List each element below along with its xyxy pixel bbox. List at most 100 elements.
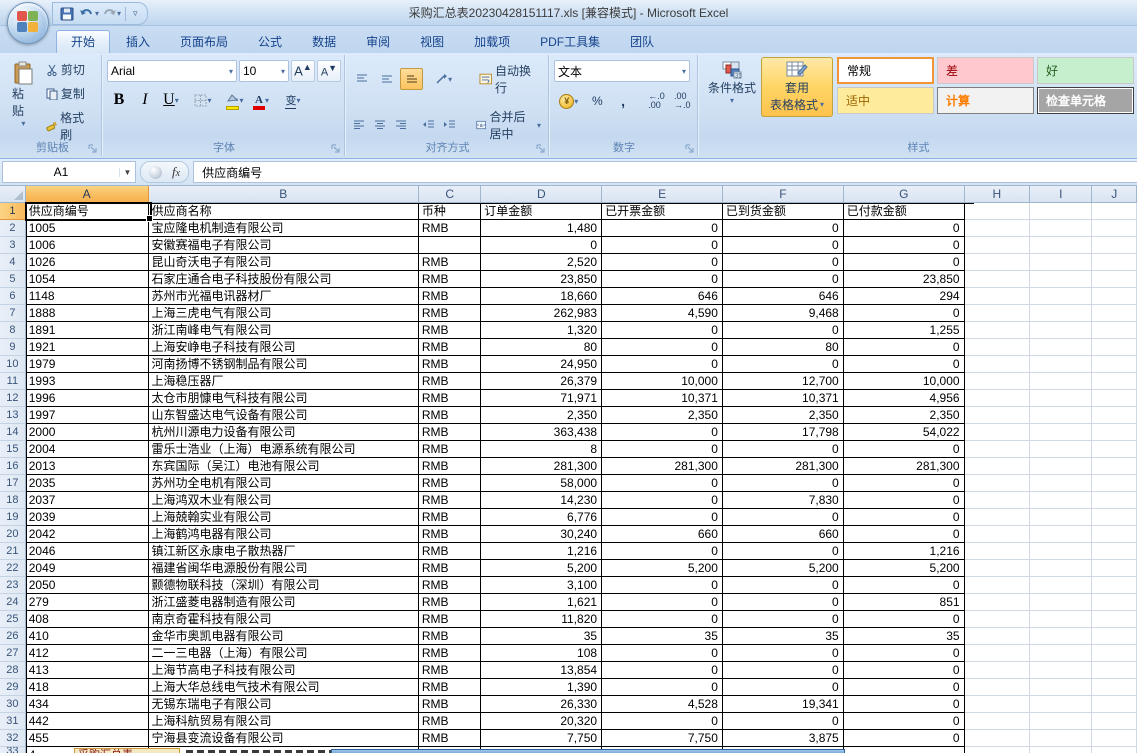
cell-C26[interactable]: RMB: [418, 628, 482, 645]
cell-J26[interactable]: [1092, 628, 1137, 645]
cell-C17[interactable]: RMB: [418, 475, 482, 492]
redo-button[interactable]: ▾: [101, 5, 121, 23]
row-header-32[interactable]: 32: [0, 730, 26, 747]
row-header-23[interactable]: 23: [0, 577, 26, 594]
cell-F14[interactable]: 17,798: [722, 424, 844, 441]
cell-J15[interactable]: [1092, 441, 1137, 458]
cell-E1[interactable]: 已开票金额: [602, 203, 723, 220]
cell-B9[interactable]: 上海安峥电子科技有限公司: [148, 339, 419, 356]
cell-A14[interactable]: 2000: [25, 424, 149, 441]
cell-D31[interactable]: 20,320: [481, 713, 603, 730]
cell-C13[interactable]: RMB: [418, 407, 482, 424]
cell-C4[interactable]: RMB: [418, 254, 482, 271]
redo-dropdown-arrow[interactable]: ▾: [116, 9, 121, 18]
phonetic-dropdown-arrow[interactable]: ▾: [296, 95, 301, 105]
cell-D22[interactable]: 5,200: [481, 560, 603, 577]
cell-I25[interactable]: [1029, 611, 1093, 628]
accounting-format-button[interactable]: ¥ ▾: [554, 90, 584, 112]
cell-F25[interactable]: 0: [722, 611, 844, 628]
cell-C24[interactable]: RMB: [418, 594, 482, 611]
cell-E25[interactable]: 0: [602, 611, 723, 628]
cell-E15[interactable]: 0: [602, 441, 723, 458]
cut-button[interactable]: 剪切: [42, 59, 98, 80]
cell-E24[interactable]: 0: [602, 594, 723, 611]
cell-A20[interactable]: 2042: [25, 526, 149, 543]
ribbon-tab-公式[interactable]: 公式: [258, 35, 283, 49]
cell-D17[interactable]: 58,000: [481, 475, 603, 492]
column-header-G[interactable]: G: [843, 186, 965, 203]
cell-G20[interactable]: 0: [843, 526, 965, 543]
cell-C18[interactable]: RMB: [418, 492, 482, 509]
merge-center-button[interactable]: a 合并后居中 ▾: [472, 106, 545, 144]
cell-I26[interactable]: [1029, 628, 1093, 645]
cell-J17[interactable]: [1092, 475, 1137, 492]
cell-F9[interactable]: 80: [722, 339, 844, 356]
cell-D7[interactable]: 262,983: [481, 305, 603, 322]
row-header-31[interactable]: 31: [0, 713, 26, 730]
cell-J30[interactable]: [1092, 696, 1137, 713]
cell-A18[interactable]: 2037: [25, 492, 149, 509]
row-header-6[interactable]: 6: [0, 288, 26, 305]
cell-F22[interactable]: 5,200: [722, 560, 844, 577]
ribbon-tab-开始[interactable]: 开始: [56, 30, 111, 53]
cell-I28[interactable]: [1029, 662, 1093, 679]
fill-color-button[interactable]: ▾: [223, 89, 247, 111]
cell-J20[interactable]: [1092, 526, 1137, 543]
cell-C16[interactable]: RMB: [418, 458, 482, 475]
cell-G27[interactable]: 0: [843, 645, 965, 662]
increase-indent-button[interactable]: [440, 114, 459, 136]
ribbon-tab-团队[interactable]: 团队: [630, 35, 655, 49]
cell-I13[interactable]: [1029, 407, 1093, 424]
cell-D9[interactable]: 80: [481, 339, 603, 356]
cell-F21[interactable]: 0: [722, 543, 844, 560]
cell-C7[interactable]: RMB: [418, 305, 482, 322]
row-header-26[interactable]: 26: [0, 628, 26, 645]
cell-E7[interactable]: 4,590: [602, 305, 723, 322]
cell-J3[interactable]: [1092, 237, 1137, 254]
cell-E14[interactable]: 0: [602, 424, 723, 441]
row-header-21[interactable]: 21: [0, 543, 26, 560]
cell-E26[interactable]: 35: [602, 628, 723, 645]
cell-J7[interactable]: [1092, 305, 1137, 322]
cell-B24[interactable]: 浙江盛菱电器制造有限公司: [148, 594, 419, 611]
row-header-3[interactable]: 3: [0, 237, 26, 254]
cell-F20[interactable]: 660: [722, 526, 844, 543]
cell-A16[interactable]: 2013: [25, 458, 149, 475]
row-header-17[interactable]: 17: [0, 475, 26, 492]
cell-J27[interactable]: [1092, 645, 1137, 662]
cell-D26[interactable]: 35: [481, 628, 603, 645]
cell-G8[interactable]: 1,255: [843, 322, 965, 339]
cell-G25[interactable]: 0: [843, 611, 965, 628]
cell-A3[interactable]: 1006: [25, 237, 149, 254]
cell-F5[interactable]: 0: [722, 271, 844, 288]
cell-H13[interactable]: [964, 407, 1030, 424]
cell-B32[interactable]: 宁海县变流设备有限公司: [148, 730, 419, 747]
cell-H15[interactable]: [964, 441, 1030, 458]
cell-I14[interactable]: [1029, 424, 1093, 441]
italic-button[interactable]: I: [133, 89, 157, 111]
select-all-button[interactable]: [0, 186, 26, 203]
cell-J10[interactable]: [1092, 356, 1137, 373]
row-header-11[interactable]: 11: [0, 373, 26, 390]
cell-C6[interactable]: RMB: [418, 288, 482, 305]
cell-style-适中[interactable]: 适中: [837, 87, 934, 114]
cell-H18[interactable]: [964, 492, 1030, 509]
align-right-button[interactable]: [392, 114, 411, 136]
cell-H5[interactable]: [964, 271, 1030, 288]
cell-E4[interactable]: 0: [602, 254, 723, 271]
align-center-button[interactable]: [371, 114, 390, 136]
cell-F24[interactable]: 0: [722, 594, 844, 611]
cell-H21[interactable]: [964, 543, 1030, 560]
cell-D29[interactable]: 1,390: [481, 679, 603, 696]
cell-I12[interactable]: [1029, 390, 1093, 407]
cell-E20[interactable]: 660: [602, 526, 723, 543]
cell-I2[interactable]: [1029, 220, 1093, 237]
cell-A31[interactable]: 442: [25, 713, 149, 730]
row-header-33[interactable]: 33: [0, 747, 26, 753]
cell-A26[interactable]: 410: [25, 628, 149, 645]
cell-A13[interactable]: 1997: [25, 407, 149, 424]
cell-A5[interactable]: 1054: [25, 271, 149, 288]
row-header-19[interactable]: 19: [0, 509, 26, 526]
cell-I19[interactable]: [1029, 509, 1093, 526]
cell-H9[interactable]: [964, 339, 1030, 356]
